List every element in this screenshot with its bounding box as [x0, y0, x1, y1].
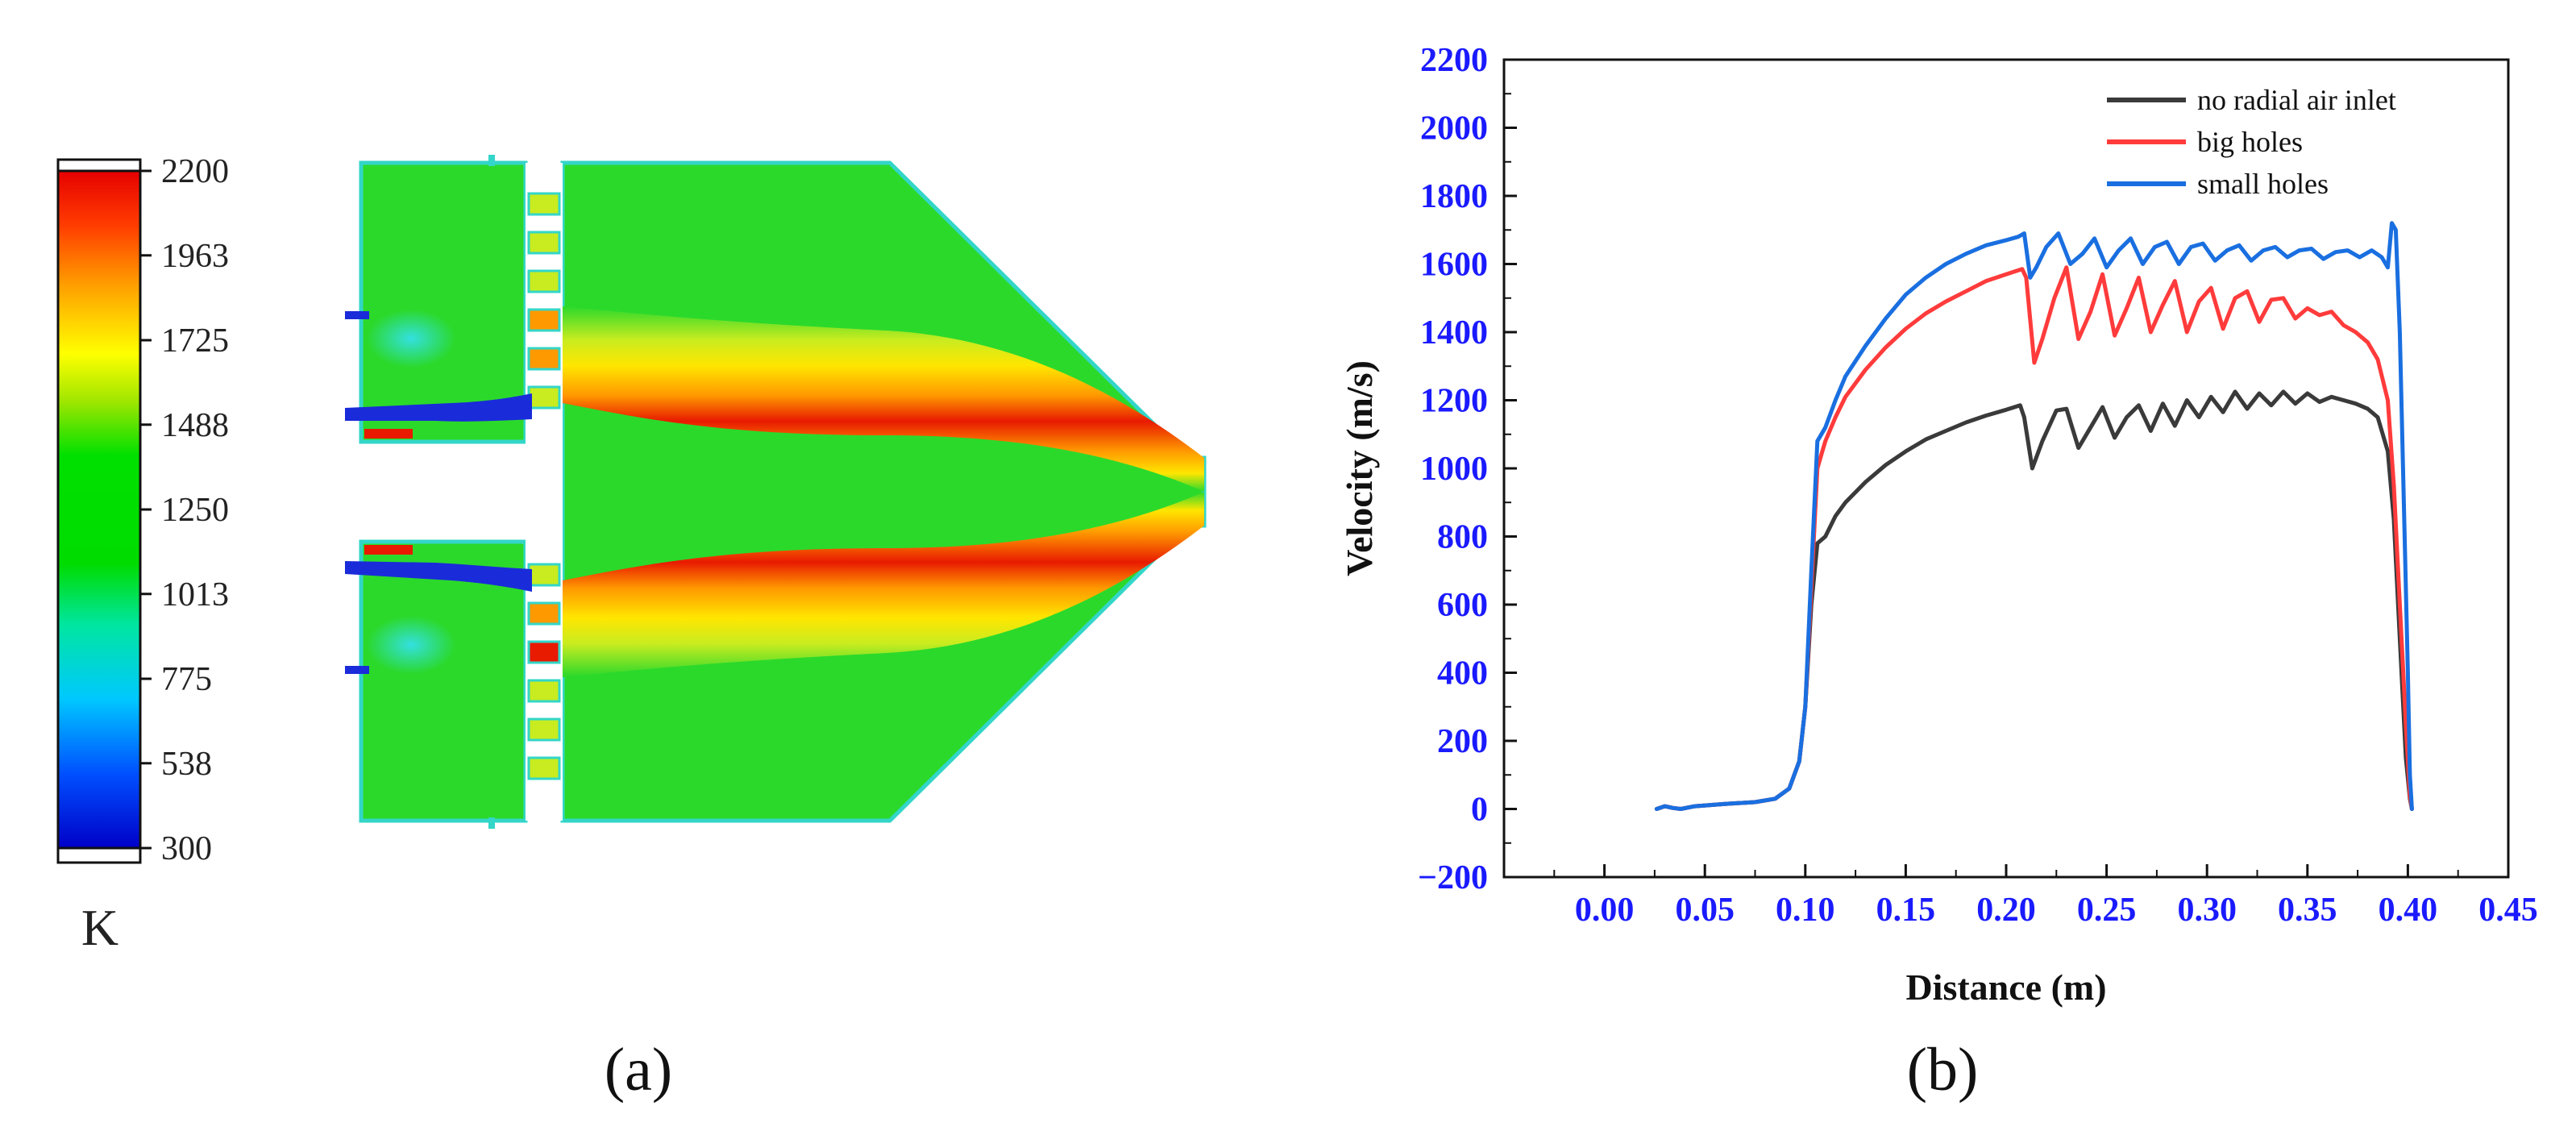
colorbar-ticks: 2200 1963 1725 1488 1250 1013 775 538 300 [140, 153, 229, 867]
lower-cold-jet [345, 561, 532, 592]
colorbar-tick-label: 1250 [161, 492, 229, 529]
lower-port [488, 817, 495, 829]
panel-b-chart: −200 0 200 400 600 800 1000 1200 1400 1600 1800 200… [1339, 42, 2538, 1008]
y-tick-label: 400 [1437, 655, 1488, 692]
legend-label: small holes [2197, 168, 2329, 200]
plot-area-frame [1502, 58, 2510, 879]
colorbar-tick-label: 538 [161, 746, 212, 783]
colorbar-end-cap-bottom [56, 846, 142, 864]
x-tick-label: 0.20 [1976, 892, 2036, 929]
upper-hot-jet [563, 306, 1204, 492]
y-tick-label: 0 [1471, 792, 1488, 829]
radial-holes [527, 192, 561, 780]
x-axis-label: Distance (m) [1905, 967, 2106, 1008]
x-tick-label: 0.30 [2177, 892, 2237, 929]
series-line-no-radial-air-inlet [1654, 389, 2414, 811]
upper-port [488, 155, 495, 166]
lower-cool-region [367, 616, 455, 674]
y-tick-label: 2000 [1420, 110, 1488, 148]
y-axis-label: Velocity (m/s) [1339, 360, 1380, 576]
x-axis-ticks: 0.00 0.05 0.10 0.15 0.20 0.25 0.30 0.35 0.40 0.45 [1553, 864, 2538, 929]
chart-legend: no radial air inlet big holes small holes [2107, 84, 2396, 200]
upper-cold-jet [345, 393, 532, 422]
upper-cool-region [367, 310, 455, 368]
y-tick-label: 1800 [1420, 178, 1488, 215]
main-chamber [560, 160, 1207, 823]
y-tick-label: 1200 [1420, 383, 1488, 420]
combustor-temperature-contour [345, 155, 1207, 829]
colorbar-tick-label: 1725 [161, 322, 229, 360]
y-axis-ticks: −200 0 200 400 600 800 1000 1200 1400 1600 1800 200… [1418, 42, 1517, 896]
y-tick-label: 200 [1437, 723, 1488, 760]
upper-hot-strip [364, 429, 413, 439]
panel-b-label: (b) [1907, 1036, 1979, 1104]
x-tick-label: 0.05 [1675, 892, 1735, 929]
colorbar-unit-label: K [81, 899, 118, 956]
y-tick-label: 600 [1437, 587, 1488, 624]
colorbar-tick-label: 300 [161, 830, 212, 867]
x-tick-label: 0.25 [2077, 892, 2137, 929]
series-line-big-holes [1654, 265, 2414, 811]
y-tick-label: −200 [1418, 859, 1488, 896]
y-tick-label: 2200 [1420, 42, 1488, 79]
x-tick-label: 0.10 [1776, 892, 1835, 929]
colorbar-tick-label: 1963 [161, 238, 229, 275]
y-tick-label: 1400 [1420, 314, 1488, 351]
x-tick-label: 0.00 [1575, 892, 1635, 929]
colorbar-end-cap-top [56, 158, 142, 173]
x-tick-label: 0.40 [2379, 892, 2438, 929]
lower-small-injector [345, 666, 369, 674]
lower-hot-strip [364, 545, 413, 555]
panel-a-label: (a) [605, 1036, 672, 1104]
legend-label: big holes [2197, 126, 2303, 158]
panel-a-colorbar: 2200 1963 1725 1488 1250 1013 775 538 300 K [56, 153, 229, 956]
series-line-small-holes [1654, 221, 2414, 811]
legend-label: no radial air inlet [2197, 84, 2396, 116]
colorbar-tick-label: 1488 [161, 407, 229, 444]
y-tick-label: 1600 [1420, 247, 1488, 284]
colorbar-tick-label: 1013 [161, 576, 229, 613]
x-tick-label: 0.35 [2278, 892, 2337, 929]
colorbar-gradient [56, 169, 142, 850]
upper-small-injector [345, 311, 369, 319]
x-tick-label: 0.45 [2478, 892, 2538, 929]
colorbar-tick-label: 775 [161, 661, 212, 698]
y-tick-label: 1000 [1420, 451, 1488, 488]
lower-head-chamber [359, 539, 528, 823]
y-tick-label: 800 [1437, 519, 1488, 556]
lower-hot-jet [563, 492, 1204, 677]
series-lines [1654, 221, 2414, 811]
colorbar-tick-label: 2200 [161, 153, 229, 190]
x-tick-label: 0.15 [1876, 892, 1936, 929]
